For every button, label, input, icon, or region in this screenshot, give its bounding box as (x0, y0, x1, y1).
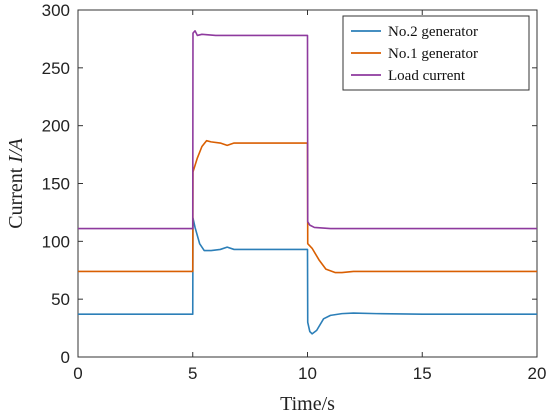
legend: No.2 generator No.1 generator Load current (342, 15, 530, 91)
series-layer (78, 30, 537, 335)
x-tick-label: 10 (298, 364, 317, 383)
y-tick-label: 150 (42, 175, 70, 194)
y-tick-label: 250 (42, 59, 70, 78)
y-tick-label: 0 (61, 348, 70, 367)
x-tick-label: 0 (73, 364, 82, 383)
series-line-3 (78, 30, 537, 230)
series-line-2 (78, 139, 537, 274)
y-tick-label: 300 (42, 1, 70, 20)
y-tick-label: 200 (42, 117, 70, 136)
y-axis-label: Current I/A (5, 137, 27, 228)
series-line-1 (78, 217, 537, 335)
y-tick-label: 100 (42, 232, 70, 251)
legend-label: Load current (388, 68, 466, 84)
y-axis-label-variable: I/A (5, 137, 27, 163)
x-tick-label: 15 (413, 364, 432, 383)
y-tick-label: 50 (51, 290, 70, 309)
legend-label: No.1 generator (388, 46, 478, 62)
x-tick-label: 20 (528, 364, 547, 383)
y-axis-label-prefix: Current (5, 163, 27, 229)
x-axis-label: Time/s (280, 393, 335, 415)
x-tick-label: 5 (188, 364, 197, 383)
legend-label: No.2 generator (388, 24, 478, 40)
